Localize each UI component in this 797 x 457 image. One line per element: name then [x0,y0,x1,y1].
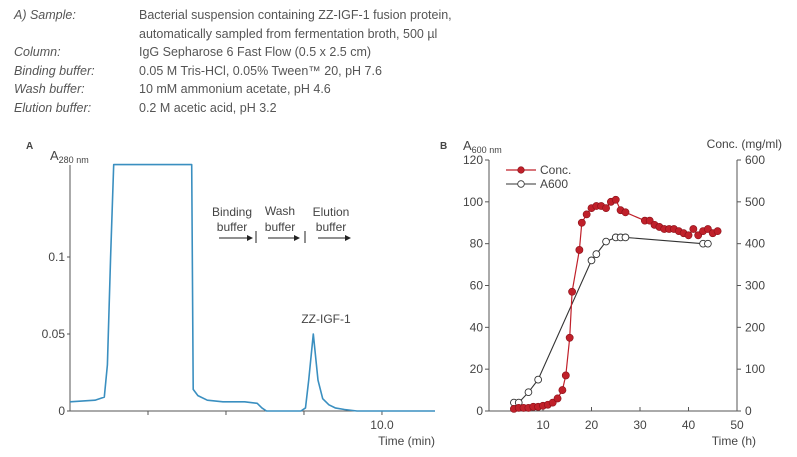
panel-a-ylabel: A280 nm [50,148,89,165]
spec-value: Bacterial suspension containing ZZ-IGF-1… [139,8,452,22]
conc-point [611,195,620,204]
y-tick-label: 60 [470,279,484,293]
conc-point [565,333,574,342]
spec-value: automatically sampled from fermentation … [139,26,438,41]
legend: Conc. A600 [506,163,571,191]
y-tick-label: 80 [470,237,484,251]
y2-tick-label: 300 [745,279,765,293]
a600-point [621,233,630,242]
series-a280-line [69,163,435,412]
elution-arrow-icon [345,235,351,241]
panel-a-xlabel: Time (min) [378,434,435,448]
legend-conc-marker-icon [517,166,525,174]
conc-point [553,394,562,403]
x-tick-label: 10.0 [370,418,394,432]
x-tick-label: 20 [585,418,599,432]
series-a600-line [513,236,708,404]
spec-value: IgG Sepharose 6 Fast Flow (0.5 x 2.5 cm) [139,45,372,59]
spec-row: Elution buffer: 0.2 M acetic acid, pH 3.2 [14,99,452,118]
conc-point [621,208,630,217]
y2-tick-label: 200 [745,320,765,334]
a600-point [534,375,543,384]
y-tick-label: 40 [470,320,484,334]
conc-point [582,210,591,219]
elution-buffer-label-2: buffer [316,220,346,234]
y2-tick-label: 400 [745,237,765,251]
spec-value: 10 mM ammonium acetate, pH 4.6 [139,82,331,96]
wash-buffer-label-1: Wash [265,204,295,218]
y-tick-label: 0 [58,404,65,418]
y2-tick-label: 100 [745,362,765,376]
y-tick-label: 0 [476,404,483,418]
spec-row: A) Sample: Bacterial suspension containin… [14,6,452,25]
y-tick-label: 100 [463,195,483,209]
spec-row: Wash buffer: 10 mM ammonium acetate, pH 4… [14,80,452,99]
y-tick-label: 20 [470,362,484,376]
conc-point [568,287,576,296]
spec-row: Binding buffer: 0.05 M Tris-HCl, 0.05% Tw… [14,62,452,81]
y2-tick-label: 0 [745,404,752,418]
x-tick-label: 10 [536,418,550,432]
y-tick-label: 0.1 [48,250,65,264]
conc-point [602,204,610,213]
panel-b-label: B [440,141,447,152]
spec-label: Elution buffer: [14,100,92,115]
spec-label: Binding buffer: [14,63,95,78]
spec-label: Wash buffer: [14,82,85,96]
spec-label: A) Sample: [14,8,76,22]
a600-point [592,250,601,258]
panel-b-y2label: Conc. (mg/ml) [707,137,782,151]
a600-point [524,388,533,397]
fermentation-chart: 0 20 40 60 80 100 120 0 100 200 300 400 500 600 10 20 30… [463,153,765,432]
x-tick-label: 50 [730,418,744,432]
conc-point [689,225,698,233]
conc-point [561,371,570,380]
chromatogram-chart: 0 0.05 0.1 10.0 [42,163,435,432]
binding-buffer-label-2: buffer [217,220,247,234]
buffer-annotations: Binding buffer Wash buffer Elution buffe… [212,204,351,243]
legend-a600-label: A600 [540,177,568,191]
binding-arrow-icon [247,235,253,241]
panel-b-xlabel: Time (h) [712,434,756,448]
x-tick-label: 30 [633,418,647,432]
panel-b-ylabel: A600 nm [463,138,502,155]
a600-point [602,237,610,246]
legend-a600-marker-icon [517,180,525,188]
conc-point [577,218,586,227]
spec-label: Column: [14,45,61,59]
sample-specification: A) Sample: Bacterial suspension containin… [14,6,452,117]
a600-point [704,239,712,248]
peak-label-zz-igf-1: ZZ-IGF-1 [301,312,351,326]
y-tick-label: 120 [463,153,483,167]
y-tick-label: 0.05 [42,327,66,341]
legend-conc-label: Conc. [540,163,571,177]
wash-buffer-label-2: buffer [265,220,295,234]
spec-value: 0.05 M Tris-HCl, 0.05% Tween™ 20, pH 7.6 [139,63,382,78]
conc-point [575,246,584,254]
spec-row: Column: IgG Sepharose 6 Fast Flow (0.5 x … [14,43,452,62]
series-conc-line [513,198,718,410]
y2-tick-label: 500 [745,195,765,209]
x-tick-label: 40 [682,418,696,432]
binding-buffer-label-1: Binding [212,205,252,219]
spec-value: 0.2 M acetic acid, pH 3.2 [139,100,277,115]
y2-tick-label: 600 [745,153,765,167]
spec-row: automatically sampled from fermentation … [14,25,452,44]
a600-point [587,256,596,265]
conc-point [713,227,722,236]
conc-point [684,231,693,240]
panel-a-label: A [26,141,33,152]
conc-point [558,386,567,394]
wash-arrow-icon [294,235,300,241]
elution-buffer-label-1: Elution [313,205,350,219]
